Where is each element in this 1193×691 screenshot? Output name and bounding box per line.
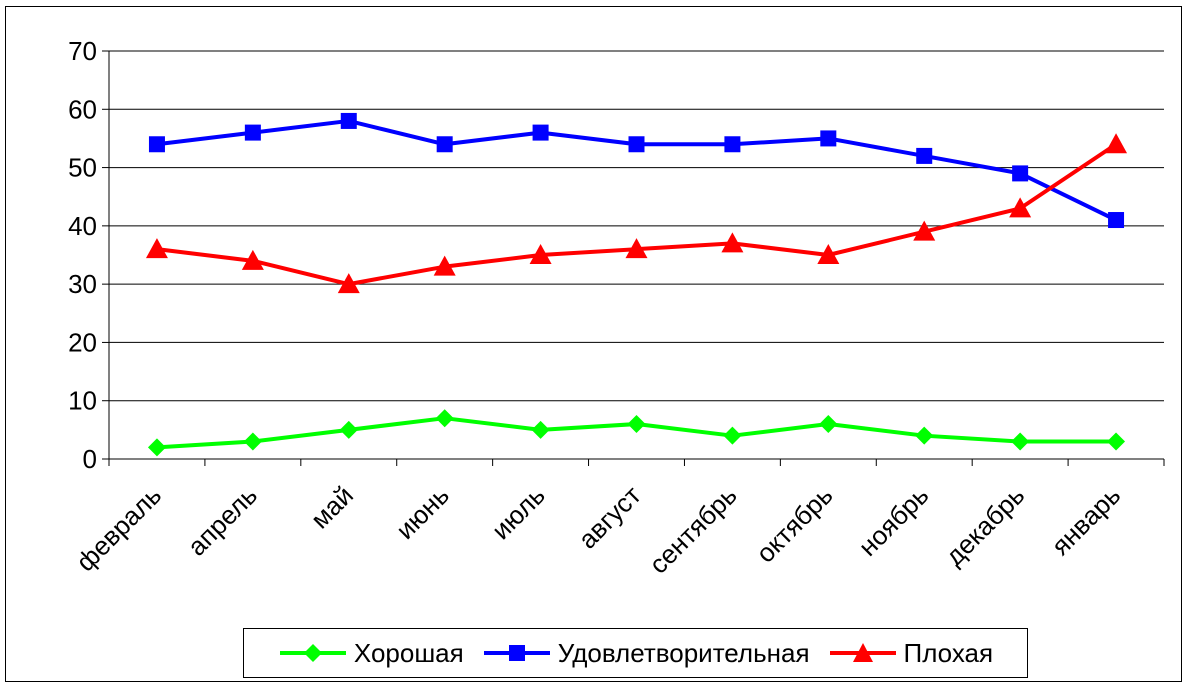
data-point-2 <box>145 238 168 259</box>
legend-label-bad: Плохая <box>903 637 994 668</box>
data-point-0 <box>339 420 358 439</box>
data-point-1 <box>1108 212 1125 229</box>
data-point-2 <box>625 238 648 259</box>
data-point-1 <box>820 130 837 147</box>
data-point-1 <box>532 124 549 141</box>
data-point-0 <box>435 409 454 428</box>
data-point-0 <box>819 415 838 434</box>
x-tick-label: сентябрь <box>643 480 742 579</box>
data-point-1 <box>916 147 933 164</box>
y-tick-label: 20 <box>68 327 97 357</box>
y-tick-label: 30 <box>68 269 97 299</box>
y-tick-label: 60 <box>68 94 97 124</box>
data-point-0 <box>531 420 550 439</box>
legend-item-good: Хорошая <box>278 638 464 669</box>
data-point-0 <box>627 415 646 434</box>
x-tick-label: октябрь <box>750 480 838 568</box>
data-point-2 <box>1009 197 1032 218</box>
data-point-1 <box>340 112 357 129</box>
data-point-0 <box>147 438 166 457</box>
y-tick-label: 50 <box>68 153 97 183</box>
data-point-1 <box>244 124 261 141</box>
y-tick-label: 40 <box>68 211 97 241</box>
x-tick-label: ноябрь <box>853 480 935 562</box>
data-point-1 <box>436 136 453 153</box>
data-point-2 <box>337 273 360 294</box>
data-point-1 <box>724 136 741 153</box>
y-tick-label: 70 <box>68 36 97 66</box>
data-point-0 <box>243 432 262 451</box>
legend-marker-bad <box>829 643 896 662</box>
y-tick-label: 0 <box>83 444 97 474</box>
data-point-0 <box>1011 432 1030 451</box>
legend-label-good: Хорошая <box>353 637 464 668</box>
x-tick-label: май <box>305 480 359 534</box>
data-point-0 <box>915 426 934 445</box>
x-tick-label: январь <box>1045 480 1126 561</box>
x-tick-label: декабрь <box>939 480 1030 571</box>
data-point-2 <box>817 244 840 264</box>
legend: Хорошая Удовлетворительная Плохая <box>243 628 1028 678</box>
data-point-0 <box>1107 432 1126 451</box>
data-point-2 <box>913 220 936 241</box>
x-tick-label: август <box>572 480 647 555</box>
chart-frame <box>5 6 1182 682</box>
data-point-1 <box>628 136 645 153</box>
data-point-2 <box>241 249 264 270</box>
x-tick-label: июль <box>486 480 551 545</box>
data-point-2 <box>721 232 744 253</box>
series-line-1 <box>156 118 1117 222</box>
data-point-2 <box>529 244 552 264</box>
legend-item-satisfactory: Удовлетворительная <box>482 638 810 669</box>
data-point-1 <box>1012 165 1029 182</box>
data-point-0 <box>723 426 742 445</box>
legend-label-satisfactory: Удовлетворительная <box>557 637 810 668</box>
data-point-2 <box>1105 133 1128 154</box>
data-point-2 <box>433 255 456 276</box>
x-tick-label: июнь <box>390 480 455 545</box>
data-point-1 <box>148 136 165 153</box>
x-tick-label: февраль <box>70 480 167 577</box>
x-tick-label: апрель <box>182 480 264 562</box>
legend-item-bad: Плохая <box>828 637 994 669</box>
y-tick-label: 10 <box>68 386 97 416</box>
legend-marker-good <box>279 644 346 662</box>
legend-marker-satisfactory <box>483 645 550 661</box>
